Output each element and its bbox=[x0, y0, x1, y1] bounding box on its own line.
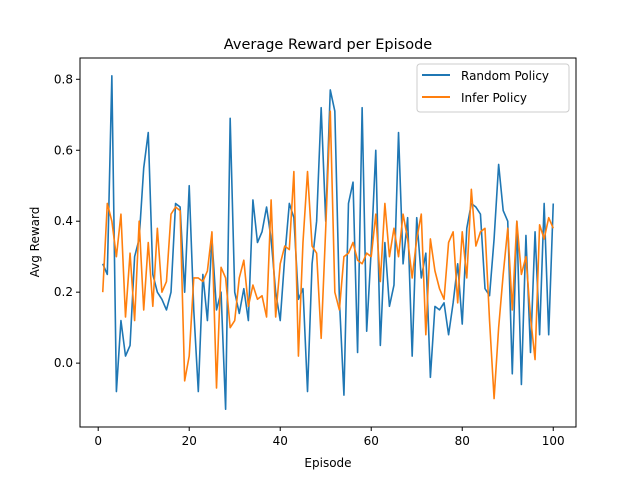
legend-box bbox=[416, 63, 570, 113]
plot-lines bbox=[101, 74, 555, 411]
y-tick-label: 0.4 bbox=[54, 214, 73, 228]
x-tick-label: 0 bbox=[94, 434, 102, 448]
x-tick-label: 40 bbox=[273, 434, 288, 448]
y-tick-label: 0.2 bbox=[54, 285, 73, 299]
x-tick-label: 20 bbox=[182, 434, 197, 448]
y-tick-label: 0.0 bbox=[54, 356, 73, 370]
legend-label-random-policy: Random Policy bbox=[461, 69, 549, 83]
x-tick-label: 100 bbox=[542, 434, 565, 448]
x-tick-label: 60 bbox=[364, 434, 379, 448]
y-tick-label: 0.8 bbox=[54, 72, 73, 86]
plot-area-frame bbox=[79, 57, 577, 428]
legend: Random Policy Infer Policy bbox=[416, 63, 570, 113]
x-tick-label: 80 bbox=[455, 434, 470, 448]
x-axis-title: Episode bbox=[304, 456, 351, 470]
legend-label-infer-policy: Infer Policy bbox=[461, 91, 527, 105]
series-line-infer-policy bbox=[101, 110, 554, 400]
y-tick-label: 0.6 bbox=[54, 143, 73, 157]
y-axis: 0.0 0.2 0.4 0.6 0.8 bbox=[54, 72, 80, 370]
x-axis: 0 20 40 60 80 100 bbox=[94, 427, 565, 448]
y-axis-title: Avg Reward bbox=[28, 207, 42, 278]
chart-title: Average Reward per Episode bbox=[224, 37, 432, 53]
